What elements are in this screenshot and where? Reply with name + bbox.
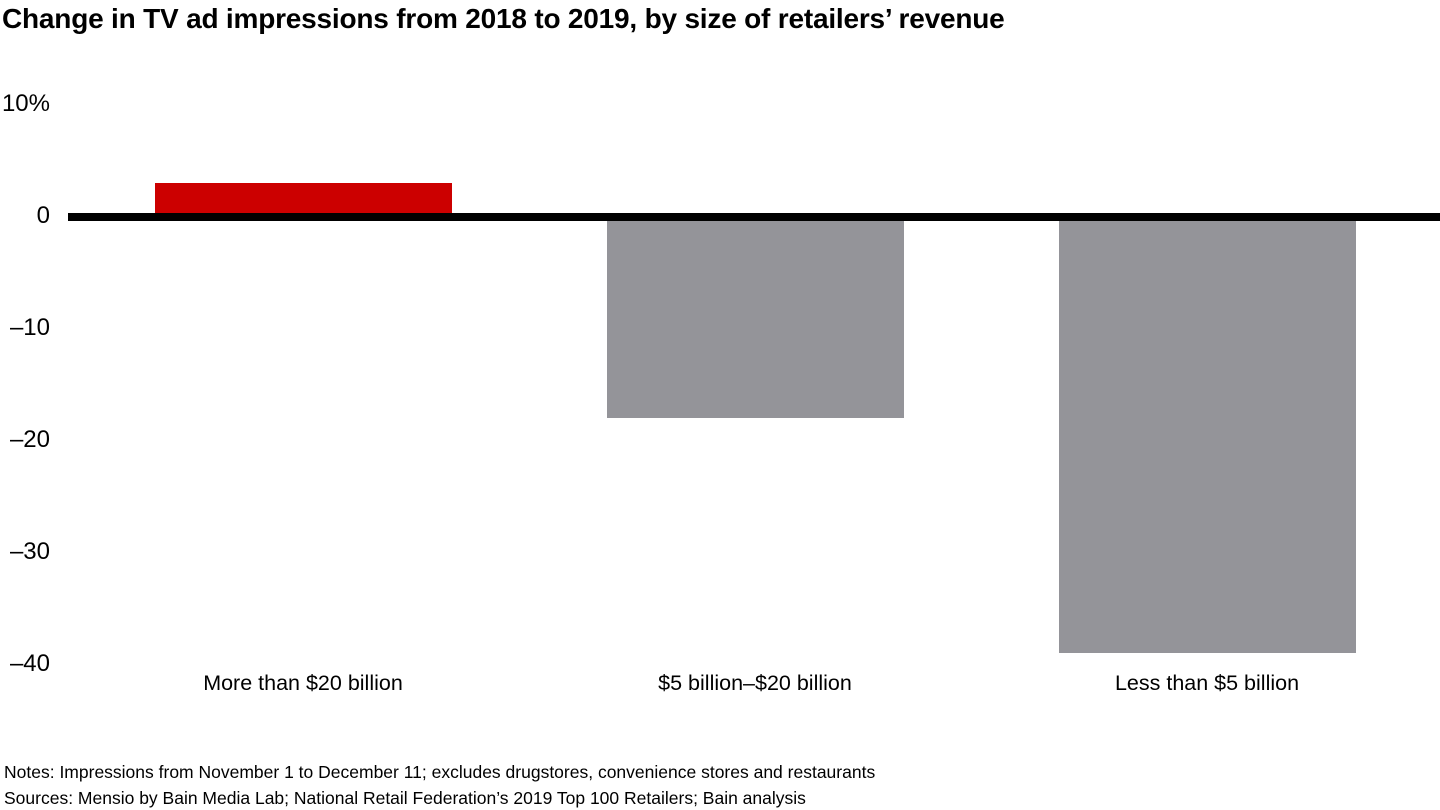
y-axis-tick-label: –20: [9, 425, 50, 453]
y-axis-tick-label: –40: [9, 649, 50, 677]
chart-title: Change in TV ad impressions from 2018 to…: [2, 3, 1005, 34]
footer-notes-block: Notes: Impressions from November 1 to De…: [4, 759, 875, 810]
y-axis-tick-label: 10%: [1, 89, 50, 117]
y-axis-tick-label: –30: [9, 537, 50, 565]
bar-3: [1058, 216, 1356, 654]
x-axis-zero-line: [68, 212, 1440, 221]
x-axis-category-label: $5 billion–$20 billion: [658, 671, 852, 695]
y-axis-tick-label: –10: [9, 313, 50, 341]
sources-line: Sources: Mensio by Bain Media Lab; Natio…: [4, 788, 806, 808]
y-axis-tick-label: 0: [36, 201, 50, 229]
notes-line: Notes: Impressions from November 1 to De…: [4, 762, 876, 782]
x-axis-category-label: Less than $5 billion: [1114, 671, 1300, 695]
bar-2: [606, 216, 904, 419]
x-axis-category-label: More than $20 billion: [203, 671, 403, 695]
bar-1: [154, 182, 452, 217]
